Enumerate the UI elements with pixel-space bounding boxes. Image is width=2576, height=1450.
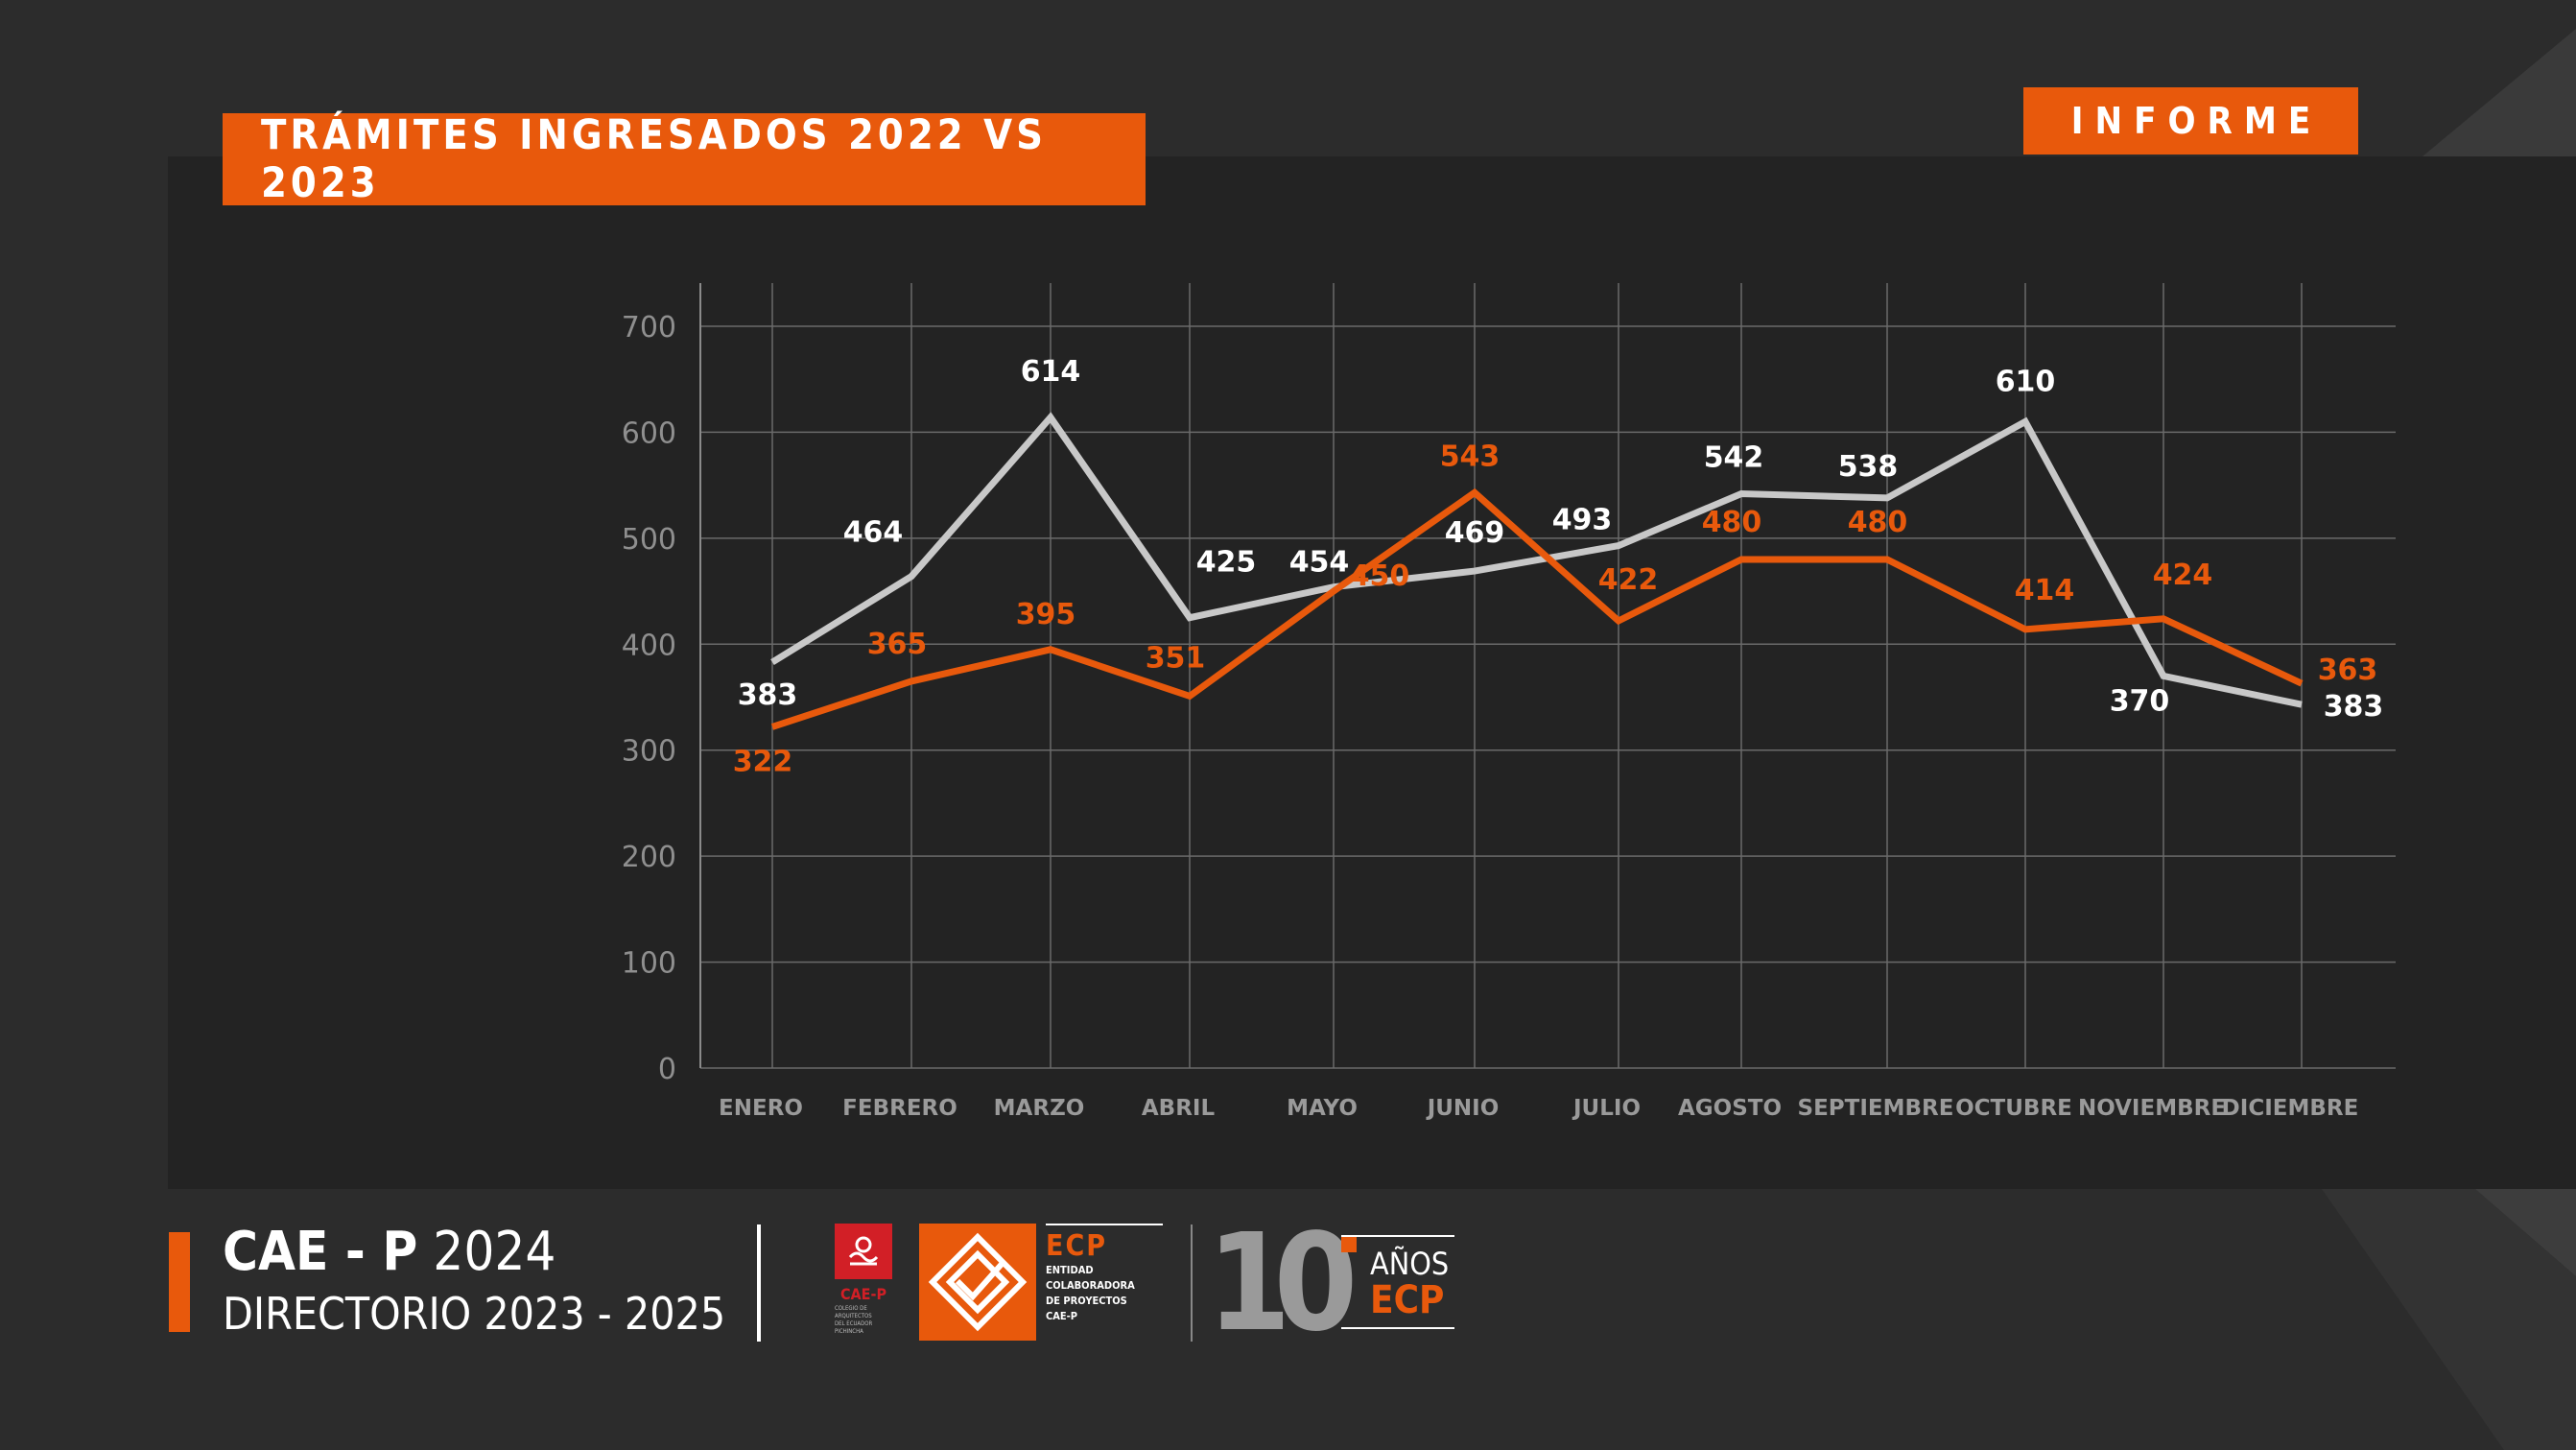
data-label-2022-enero: 383	[738, 678, 798, 712]
data-label-2022-mayo: 454	[1289, 546, 1350, 580]
footer-accent-bar	[169, 1232, 190, 1332]
x-tick-label-marzo: MARZO	[994, 1096, 1085, 1121]
ecp-title: ECP	[1046, 1224, 1163, 1263]
data-label-2022-marzo: 614	[1021, 355, 1081, 389]
ten-years-line-bottom	[1341, 1327, 1454, 1329]
footer-year: 2024	[433, 1221, 556, 1283]
ecp-logo-text: ECP ENTIDAD COLABORADORA DE PROYECTOS CA…	[1046, 1224, 1163, 1341]
footer-divider-2	[1191, 1224, 1193, 1342]
x-tick-label-junio: JUNIO	[1426, 1096, 1500, 1121]
data-label-2023-marzo: 395	[1016, 598, 1076, 631]
data-label-2022-septiembre: 538	[1838, 450, 1899, 484]
ecp-logo-mark	[919, 1224, 1036, 1341]
x-tick-label-diciembre: DICIEMBRE	[2222, 1096, 2359, 1121]
chart-panel	[168, 156, 2576, 1189]
anos-label: AÑOS	[1370, 1246, 1450, 1282]
y-tick-label-500: 500	[622, 523, 676, 557]
x-tick-label-septiembre: SEPTIEMBRE	[1798, 1096, 1954, 1121]
cae-logo-small: COLEGIO DE ARQUITECTOS DEL ECUADOR PICHI…	[835, 1305, 873, 1335]
y-tick-label-0: 0	[658, 1053, 676, 1086]
data-label-2023-abril: 351	[1146, 641, 1206, 675]
y-tick-label-200: 200	[622, 841, 676, 874]
data-label-2023-febrero: 365	[867, 628, 928, 661]
data-label-2023-enero: 322	[733, 745, 793, 778]
ten-years-number: 10	[1207, 1205, 1358, 1362]
data-label-2022-junio: 469	[1445, 516, 1505, 550]
cae-logo: CAE-P COLEGIO DE ARQUITECTOS DEL ECUADOR…	[835, 1224, 892, 1341]
data-label-2023-mayo: 450	[1350, 559, 1410, 593]
data-label-2022-abril: 425	[1196, 546, 1257, 580]
y-tick-label-700: 700	[622, 311, 676, 345]
footer-org: CAE - P	[223, 1221, 418, 1283]
x-tick-label-noviembre: NOVIEMBRE	[2078, 1096, 2226, 1121]
footer-divider	[757, 1224, 761, 1342]
data-label-2022-octubre: 610	[1996, 365, 2056, 398]
ten-years-line-top	[1341, 1235, 1454, 1237]
data-label-2022-diciembre: 383	[2324, 690, 2384, 724]
data-label-2022-febrero: 464	[843, 516, 904, 550]
x-tick-label-octubre: OCTUBRE	[1955, 1096, 2072, 1121]
data-label-2023-julio: 422	[1598, 563, 1659, 597]
cae-logo-text: CAE-P	[839, 1285, 887, 1303]
data-label-2023-octubre: 414	[2015, 574, 2075, 607]
data-label-2023-diciembre: 363	[2318, 654, 2378, 687]
data-label-2023-noviembre: 424	[2153, 559, 2213, 592]
y-tick-label-600: 600	[622, 416, 676, 450]
report-tag: INFORME	[2023, 87, 2358, 155]
data-label-2022-julio: 493	[1552, 504, 1613, 537]
x-tick-label-julio: JULIO	[1572, 1096, 1641, 1121]
data-label-2023-agosto: 480	[1702, 506, 1762, 539]
ten-years-square	[1341, 1237, 1357, 1252]
footer-directory: DIRECTORIO 2023 - 2025	[223, 1288, 726, 1340]
data-label-2023-septiembre: 480	[1848, 506, 1908, 539]
footer-org-line: CAE - P 2024	[223, 1221, 555, 1283]
ecp-desc: ENTIDAD COLABORADORA DE PROYECTOS CAE-P	[1046, 1264, 1135, 1322]
data-label-2022-noviembre: 370	[2110, 684, 2170, 718]
chart-title: TRÁMITES INGRESADOS 2022 VS 2023	[223, 111, 1146, 207]
y-tick-label-400: 400	[622, 629, 676, 662]
data-label-2023-junio: 543	[1440, 440, 1501, 473]
x-tick-label-mayo: MAYO	[1287, 1096, 1358, 1121]
x-tick-label-enero: ENERO	[719, 1096, 803, 1121]
y-tick-label-300: 300	[622, 735, 676, 769]
y-tick-label-100: 100	[622, 947, 676, 981]
data-label-2022-agosto: 542	[1704, 440, 1764, 474]
cae-logo-mark	[835, 1224, 892, 1279]
series-line-2023	[770, 487, 2304, 730]
x-tick-label-agosto: AGOSTO	[1678, 1096, 1782, 1121]
x-tick-label-febrero: FEBRERO	[842, 1096, 957, 1121]
anos-ecp-label: ECP	[1370, 1278, 1445, 1322]
x-tick-label-abril: ABRIL	[1142, 1096, 1216, 1121]
